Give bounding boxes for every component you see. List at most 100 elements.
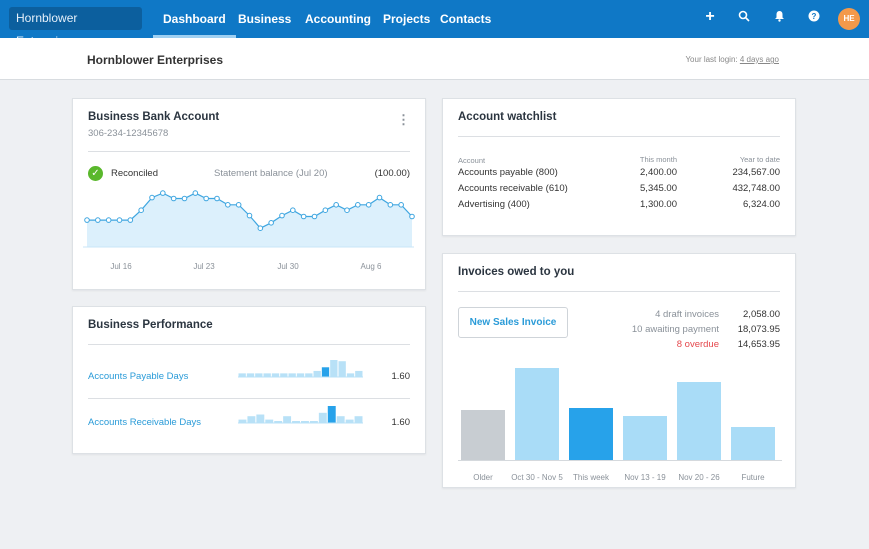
invoice-bar	[623, 416, 667, 460]
data-point	[203, 195, 209, 202]
divider	[458, 136, 780, 137]
more-options-icon[interactable]: ⋮	[397, 112, 410, 127]
data-point	[127, 217, 134, 223]
business-performance-card: Business Performance Accounts Payable Da…	[72, 306, 426, 454]
invoice-bar	[461, 410, 505, 460]
invoice-bar	[569, 408, 613, 460]
top-nav: Hornblower Enterprises▼ Dashboard Busine…	[0, 0, 869, 48]
watchlist-account[interactable]: Accounts payable (800)	[458, 167, 558, 178]
sparkline-bar	[336, 416, 345, 423]
sparkline-bar	[238, 419, 247, 423]
page-header: Hornblower Enterprises Your last login: …	[0, 38, 869, 80]
watchlist-account[interactable]: Advertising (400)	[458, 199, 530, 210]
watchlist-ytd: 234,567.00	[732, 167, 780, 178]
new-sales-invoice-button[interactable]: New Sales Invoice	[458, 307, 568, 338]
bell-icon[interactable]	[771, 10, 787, 25]
invoice-summary-label[interactable]: 8 overdue	[676, 339, 719, 350]
data-point	[355, 201, 361, 208]
data-point	[116, 217, 123, 223]
tab-dashboard[interactable]: Dashboard	[153, 0, 236, 38]
invoice-bar	[677, 382, 721, 460]
invoices-owed-card: Invoices owed to you New Sales Invoice 4…	[442, 253, 796, 488]
sparkline-bar	[301, 421, 309, 423]
invoice-summary-value: 14,653.95	[737, 339, 780, 350]
sparkline-bar	[263, 373, 271, 377]
data-point	[344, 207, 350, 214]
divider	[88, 151, 410, 152]
card-title: Account watchlist	[458, 111, 557, 123]
help-icon[interactable]: ?	[806, 10, 822, 25]
data-point	[192, 190, 199, 196]
x-tick-label: This week	[573, 473, 610, 482]
sparkline-bar	[354, 416, 363, 423]
sparkline-bar	[271, 373, 280, 377]
avatar[interactable]: HE	[838, 8, 860, 30]
sparkline-bar	[256, 414, 265, 423]
data-point	[398, 201, 404, 208]
accounts-receivable-days-link[interactable]: Accounts Receivable Days	[88, 417, 201, 428]
card-title: Business Performance	[88, 319, 213, 331]
data-point	[365, 201, 372, 208]
sparkline-bar	[292, 421, 300, 423]
tab-projects[interactable]: Projects	[383, 12, 431, 26]
sparkline-bar	[280, 373, 288, 377]
payable-days-value: 1.60	[391, 371, 411, 382]
x-tick-label: Jul 30	[277, 262, 299, 271]
chart-area	[87, 193, 412, 247]
accounts-payable-days-link[interactable]: Accounts Payable Days	[88, 371, 189, 382]
data-point	[95, 217, 101, 223]
sparkline-bar	[321, 367, 330, 377]
tab-business[interactable]: Business	[238, 12, 292, 26]
divider	[458, 291, 780, 292]
x-tick-label: Future	[741, 473, 765, 482]
x-tick-label: Oct 30 - Nov 5	[511, 473, 563, 482]
data-point	[376, 194, 383, 201]
org-selector[interactable]: Hornblower Enterprises▼	[9, 7, 142, 48]
invoice-summary-value: 18,073.95	[737, 324, 780, 335]
card-title: Invoices owed to you	[458, 266, 575, 278]
payable-sparkline	[238, 360, 363, 378]
sparkline-bar	[265, 419, 274, 423]
data-point	[300, 213, 307, 220]
sparkline-bar	[305, 373, 313, 377]
divider	[88, 344, 410, 345]
search-icon[interactable]	[736, 10, 752, 25]
invoice-bar	[731, 427, 775, 460]
sparkline-bar	[283, 416, 292, 423]
tab-accounting[interactable]: Accounting	[305, 12, 371, 26]
sparkline-bar	[246, 373, 255, 377]
divider	[88, 398, 410, 399]
invoice-summary-value: 2,058.00	[743, 309, 780, 320]
col-ytd: Year to date	[739, 155, 780, 164]
watchlist-ytd: 432,748.00	[732, 183, 780, 194]
last-login-link[interactable]: 4 days ago	[739, 55, 779, 64]
watchlist-account[interactable]: Accounts receivable (610)	[458, 183, 568, 194]
invoice-summary-label[interactable]: 4 draft invoices	[655, 309, 719, 320]
data-point	[138, 207, 144, 214]
sparkline-bar	[313, 370, 321, 377]
sparkline-bar	[247, 416, 256, 423]
tab-contacts[interactable]: Contacts	[440, 12, 492, 26]
sparkline-bar	[346, 373, 355, 377]
invoice-bar	[515, 368, 559, 460]
sparkline-bar	[296, 373, 305, 377]
data-point	[105, 217, 112, 223]
data-point	[322, 207, 329, 214]
x-tick-label: Jul 23	[193, 262, 215, 271]
data-point	[333, 201, 339, 208]
data-point	[290, 207, 296, 214]
watchlist-this-month: 5,345.00	[640, 183, 677, 194]
page-title: Hornblower Enterprises	[87, 53, 224, 67]
sparkline-bar	[238, 373, 246, 377]
data-point	[225, 201, 231, 208]
data-point	[84, 217, 90, 223]
card-title: Business Bank Account	[88, 111, 220, 123]
invoice-summary-label[interactable]: 10 awaiting payment	[631, 324, 719, 335]
receivable-sparkline	[238, 406, 363, 424]
data-point	[181, 195, 188, 202]
plus-icon[interactable]: +	[705, 8, 715, 25]
sparkline-bar	[355, 370, 363, 377]
x-tick-label: Jul 16	[110, 262, 132, 271]
data-point	[387, 201, 394, 208]
x-tick-label: Older	[473, 473, 493, 482]
